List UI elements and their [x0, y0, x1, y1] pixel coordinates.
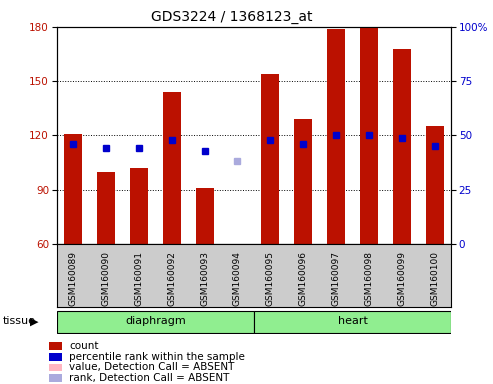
- Text: rank, Detection Call = ABSENT: rank, Detection Call = ABSENT: [69, 373, 229, 383]
- Bar: [393, 49, 411, 244]
- Text: GSM160092: GSM160092: [167, 252, 176, 306]
- Text: GSM160096: GSM160096: [299, 252, 308, 306]
- Bar: [163, 92, 181, 244]
- Text: heart: heart: [338, 316, 367, 326]
- Text: value, Detection Call = ABSENT: value, Detection Call = ABSENT: [69, 362, 234, 372]
- Bar: [261, 74, 280, 244]
- Text: GSM160098: GSM160098: [364, 252, 373, 306]
- Text: GSM160100: GSM160100: [430, 252, 439, 306]
- Text: GDS3224 / 1368123_at: GDS3224 / 1368123_at: [151, 10, 313, 23]
- Text: diaphragm: diaphragm: [125, 316, 186, 326]
- Bar: [425, 126, 444, 244]
- Bar: [196, 188, 213, 244]
- Text: GSM160090: GSM160090: [102, 252, 110, 306]
- Bar: [130, 168, 148, 244]
- FancyBboxPatch shape: [254, 311, 451, 333]
- Text: GSM160094: GSM160094: [233, 252, 242, 306]
- Text: GSM160097: GSM160097: [332, 252, 341, 306]
- Text: percentile rank within the sample: percentile rank within the sample: [69, 352, 245, 362]
- Text: tissue: tissue: [2, 316, 35, 326]
- Bar: [327, 29, 345, 244]
- Bar: [360, 27, 378, 244]
- Text: GSM160095: GSM160095: [266, 252, 275, 306]
- FancyBboxPatch shape: [57, 311, 254, 333]
- Text: GSM160091: GSM160091: [135, 252, 143, 306]
- Bar: [64, 134, 82, 244]
- Bar: [97, 172, 115, 244]
- Text: count: count: [69, 341, 99, 351]
- Text: ▶: ▶: [30, 316, 38, 326]
- Text: GSM160099: GSM160099: [397, 252, 406, 306]
- Bar: [294, 119, 312, 244]
- Text: GSM160089: GSM160089: [69, 252, 77, 306]
- Text: GSM160093: GSM160093: [200, 252, 209, 306]
